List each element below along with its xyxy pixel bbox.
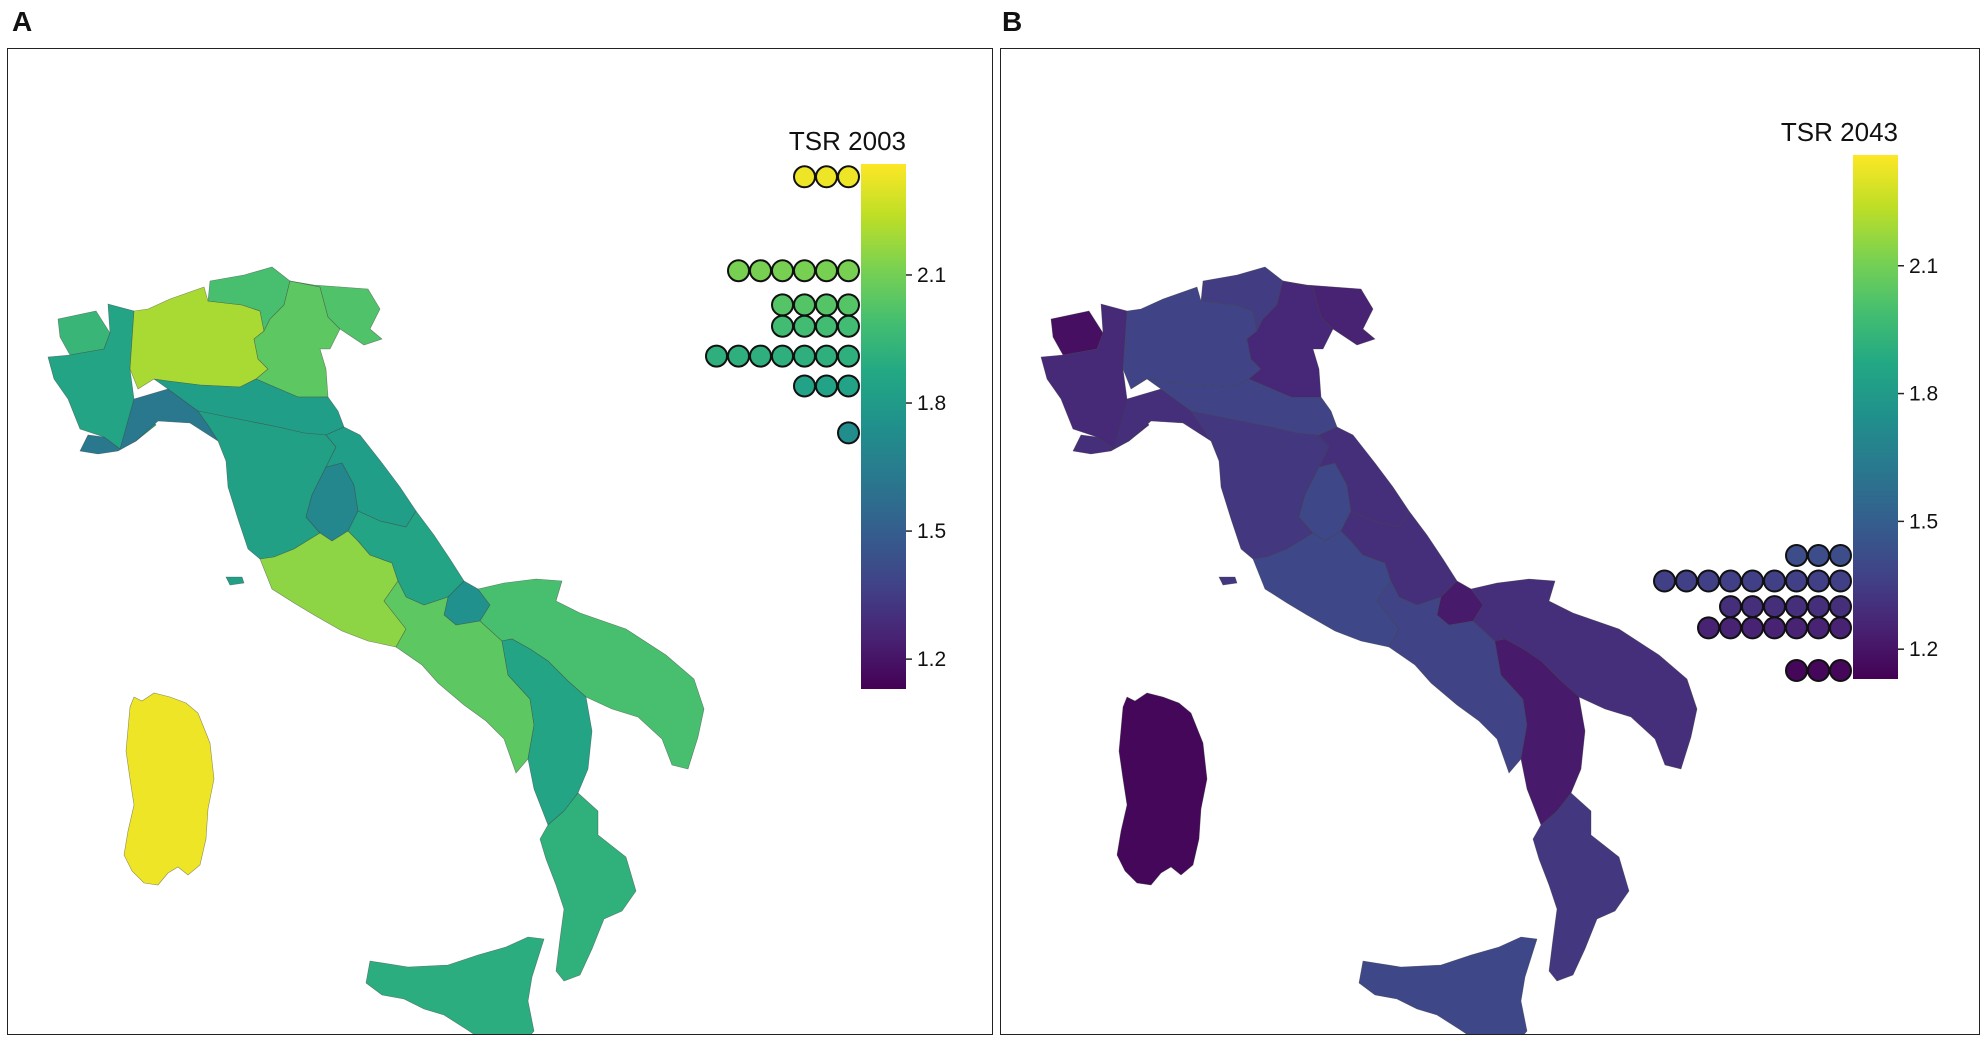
histogram-dot	[837, 421, 860, 445]
colorbar-tick-label: 1.2	[917, 648, 946, 671]
colorbar-tick-label: 2.1	[917, 264, 946, 287]
panel-b: 2.1 1.8 1.5 1.2 TSR 2043	[1000, 48, 1980, 1035]
panel-a-letter: A	[12, 6, 33, 37]
region-veneto	[1246, 280, 1334, 398]
histogram-dot	[1807, 569, 1830, 593]
colorbar-tick-label: 1.2	[1909, 638, 1938, 661]
colorbar-tick-label: 1.5	[917, 520, 946, 543]
region-sardegna	[123, 692, 215, 886]
histogram-dot	[1829, 569, 1852, 593]
histogram-dot	[1697, 616, 1720, 640]
histogram-dot	[815, 344, 838, 368]
region-piemonte	[1040, 303, 1150, 450]
panel-a: 2.1 1.8 1.5 1.2 TSR 2003	[7, 48, 993, 1035]
histogram-dot	[837, 293, 860, 317]
histogram-dot	[1741, 616, 1764, 640]
histogram-dot	[1785, 543, 1808, 567]
histogram-dot	[1785, 569, 1808, 593]
histogram-dot	[793, 374, 816, 398]
region-elba	[1218, 576, 1238, 586]
map-panel-b: 2.1 1.8 1.5 1.2 TSR 2043	[1040, 117, 1938, 1034]
histogram-dot	[1785, 658, 1808, 682]
region-friuli	[289, 280, 383, 346]
region-valle-aosta	[57, 310, 111, 356]
histogram-dot	[771, 259, 794, 283]
histogram-dot	[1829, 543, 1852, 567]
legend-title: TSR 2003	[789, 126, 906, 156]
histogram-dot	[1741, 569, 1764, 593]
histogram-dot	[771, 314, 794, 338]
region-sicilia	[1358, 936, 1538, 1034]
histogram-dot	[1807, 658, 1830, 682]
histogram-dot	[1807, 595, 1830, 619]
histogram-dot	[771, 293, 794, 317]
histogram-dot	[837, 314, 860, 338]
histogram-dot	[1719, 569, 1742, 593]
panel-b-letter: B	[1002, 6, 1023, 37]
histogram-dot	[727, 344, 750, 368]
italy-map-a	[47, 266, 705, 1034]
histogram-dot	[815, 374, 838, 398]
histogram-dot	[793, 344, 816, 368]
histogram-dot	[837, 374, 860, 398]
region-valle-aosta	[1050, 310, 1104, 356]
histogram-dot	[1697, 569, 1720, 593]
histogram-dot	[1719, 595, 1742, 619]
colorbar-tick-label: 1.5	[1909, 510, 1938, 533]
histogram-dot	[1675, 569, 1698, 593]
histogram-dot	[1785, 616, 1808, 640]
histogram-dot	[793, 293, 816, 317]
histogram-dot	[815, 259, 838, 283]
map-panel-a: 2.1 1.8 1.5 1.2 TSR 2003	[47, 126, 946, 1034]
region-piemonte	[47, 303, 157, 450]
histogram-dot	[793, 259, 816, 283]
legend-title: TSR 2043	[1781, 117, 1898, 147]
histogram-dot	[1653, 569, 1676, 593]
colorbar-a	[861, 164, 906, 689]
histogram-dot	[1829, 595, 1852, 619]
histogram-dot	[749, 344, 772, 368]
italy-map-b	[1040, 266, 1698, 1034]
region-sicilia	[365, 936, 545, 1034]
histogram-dot	[749, 259, 772, 283]
histogram-dot	[815, 314, 838, 338]
histogram-dot	[1741, 595, 1764, 619]
histogram-dot	[793, 314, 816, 338]
region-sardegna	[1116, 692, 1208, 886]
region-veneto	[253, 280, 341, 398]
histogram-dot	[1807, 543, 1830, 567]
histogram-dot	[771, 344, 794, 368]
histogram-dot	[705, 344, 728, 368]
histogram-dot	[1719, 616, 1742, 640]
histogram-dot	[1785, 595, 1808, 619]
colorbar-tick-label: 2.1	[1909, 255, 1938, 278]
histogram-dot	[815, 165, 838, 189]
histogram-dot	[1763, 569, 1786, 593]
colorbar-b	[1853, 155, 1898, 679]
histogram-dot	[727, 259, 750, 283]
histogram-dot	[837, 344, 860, 368]
histogram-dot	[837, 165, 860, 189]
region-calabria	[1532, 792, 1630, 982]
colorbar-tick-label: 1.8	[917, 392, 946, 415]
histogram-dot	[1829, 616, 1852, 640]
colorbar-tick-label: 1.8	[1909, 383, 1938, 406]
histogram-dot	[1829, 658, 1852, 682]
region-friuli	[1282, 280, 1376, 346]
region-elba	[225, 576, 245, 586]
histogram-dot	[837, 259, 860, 283]
region-calabria	[539, 792, 637, 982]
histogram-dot	[815, 293, 838, 317]
histogram-dot	[1807, 616, 1830, 640]
histogram-dot	[1763, 595, 1786, 619]
histogram-dot	[793, 165, 816, 189]
histogram-dot	[1763, 616, 1786, 640]
